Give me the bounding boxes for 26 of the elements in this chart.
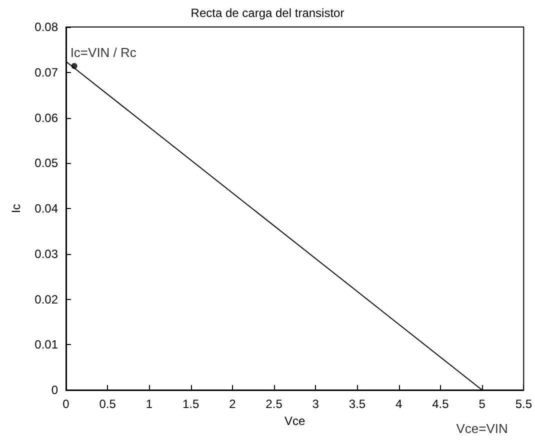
x-tick-label: 3.5 <box>348 397 366 411</box>
y-axis-title: Ic <box>9 204 23 214</box>
x-tick-label: 2 <box>229 397 236 411</box>
y-tick-label: 0.02 <box>34 292 58 306</box>
annotation: Vce=VIN <box>456 421 508 436</box>
x-tick-label: 2.5 <box>266 397 283 411</box>
x-tick-label: 0.5 <box>99 397 116 411</box>
x-axis-title: Vce <box>284 414 306 428</box>
y-tick-label: 0 <box>51 383 58 397</box>
x-tick-label: 1.5 <box>182 397 200 411</box>
y-tick-label: 0.08 <box>34 20 58 34</box>
x-tick-label: 1 <box>146 397 153 411</box>
y-tick-label: 0.03 <box>34 246 58 261</box>
x-tick-label: 5 <box>478 397 486 411</box>
y-tick-label: 0.01 <box>34 338 58 352</box>
annotation: Ic=VIN / Rc <box>70 45 137 60</box>
y-tick-label: 0.04 <box>34 202 58 216</box>
x-tick-label: 0 <box>62 397 70 411</box>
x-tick-label: 4.5 <box>432 397 450 411</box>
y-tick-label: 0.05 <box>34 156 58 170</box>
x-tick-label: 5.5 <box>515 397 532 411</box>
y-tick-label: 0.06 <box>34 110 58 125</box>
chart-title: Recta de carga del transistor <box>190 6 344 20</box>
y-tick-label: 0.07 <box>34 65 58 80</box>
x-tick-label: 4 <box>396 397 402 411</box>
x-tick-label: 3 <box>312 397 320 411</box>
